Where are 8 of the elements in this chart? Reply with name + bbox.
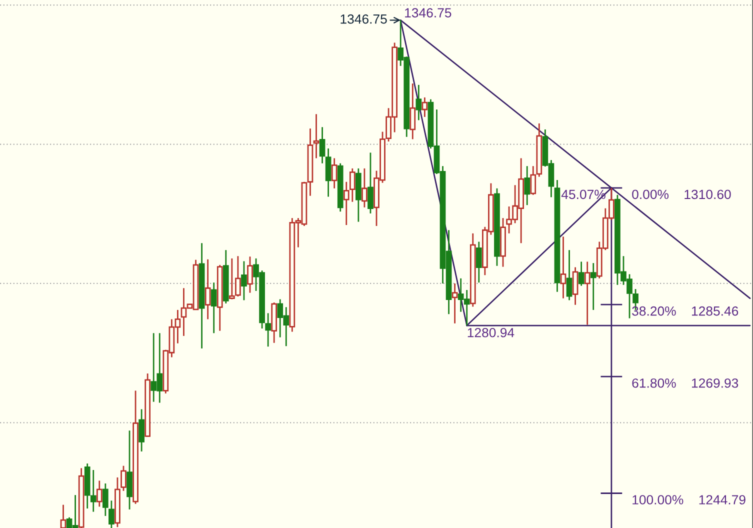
ref-line-label: 61.80% 1269.93: [632, 378, 738, 388]
series-label: 45.07%: [561, 190, 606, 200]
ref-line-label: 38.20% 1285.46: [632, 306, 738, 316]
annotation: 1346.75: [405, 8, 452, 18]
ref-line-label: 0.00% 1310.60: [632, 190, 731, 200]
annotation: 1346.75: [340, 14, 387, 24]
ref-line-label: 100.00% 1244.79: [632, 495, 746, 504]
annotation: 1280.94: [468, 328, 514, 338]
